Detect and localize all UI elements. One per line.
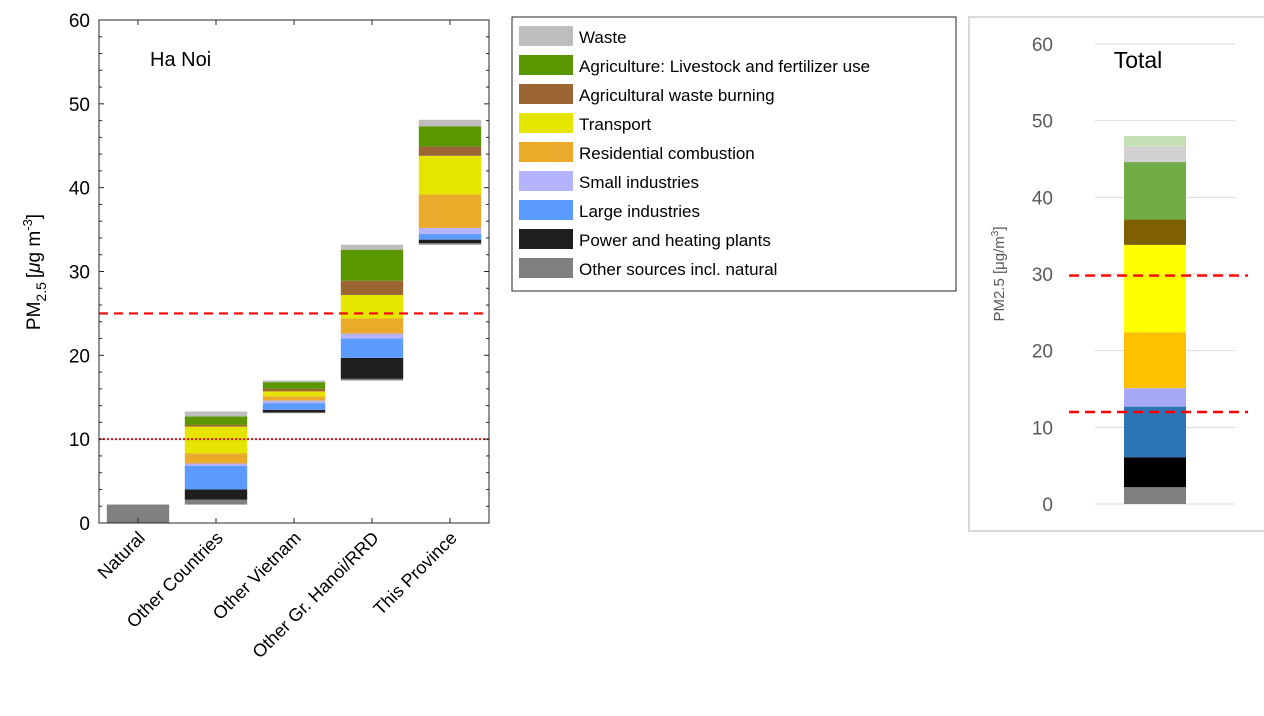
right-y-tick-label: 60 — [1032, 35, 1053, 56]
legend-label-other-sources-incl-natural: Other sources incl. natural — [579, 260, 777, 279]
bar-other-vietnam-small-industries — [262, 400, 326, 404]
right-total-chart: 0 10 20 30 40 50 60 Total PM2.5 [μg/m3] — [968, 16, 1264, 532]
bar-other-gr-hanoi-rrd-residential-combustion — [340, 318, 404, 334]
x-label-natural: Natural — [94, 528, 149, 583]
legend-swatch-other-sources-incl-natural — [519, 258, 573, 278]
left-y-tick-label: 40 — [69, 179, 90, 200]
bar-other-vietnam-other-sources-incl-natural — [262, 412, 326, 414]
legend-label-large-industries: Large industries — [579, 202, 700, 221]
right-y-tick-label: 40 — [1032, 188, 1053, 209]
legend-swatch-residential-combustion — [519, 142, 573, 162]
right-stacked-bar — [1124, 136, 1186, 504]
bar-this-province-large-industries — [418, 233, 482, 240]
bar-other-vietnam-power-and-heating-plants — [262, 409, 326, 413]
bar-this-province-other-sources-incl-natural — [418, 242, 482, 245]
legend-label-small-industries: Small industries — [579, 173, 699, 192]
legend-label-agricultural-waste-burning: Agricultural waste burning — [579, 86, 775, 105]
bar-other-gr-hanoi-rrd-small-industries — [340, 333, 404, 339]
right-bar-waste — [1124, 146, 1186, 163]
bar-other-gr-hanoi-rrd-large-industries — [340, 338, 404, 358]
right-y-axis-label: PM2.5 [μg/m3] — [990, 226, 1008, 321]
bar-other-countries-small-industries — [184, 463, 248, 466]
right-bar-large-industries — [1124, 406, 1186, 458]
bar-other-gr-hanoi-rrd-transport — [340, 294, 404, 319]
legend-swatch-small-industries — [519, 171, 573, 191]
bar-other-gr-hanoi-rrd-agricultural-waste-burning — [340, 280, 404, 295]
bar-other-countries-residential-combustion — [184, 453, 248, 464]
right-bar-power-and-heating-plants — [1124, 457, 1186, 488]
bar-other-vietnam-transport — [262, 391, 326, 397]
x-label-other-gr-hanoi-rrd: Other Gr. Hanoi/RRD — [248, 528, 382, 662]
right-bar-agriculture-livestock-and-fertilizer-use — [1124, 162, 1186, 220]
bar-this-province-power-and-heating-plants — [418, 239, 482, 243]
legend-swatch-large-industries — [519, 200, 573, 220]
right-bar-transport — [1124, 244, 1186, 333]
bar-other-countries-waste — [184, 411, 248, 417]
right-y-tick-label: 0 — [1042, 495, 1053, 516]
right-y-tick-label: 20 — [1032, 342, 1053, 363]
legend-swatch-power-and-heating-plants — [519, 229, 573, 249]
bar-natural-other-sources-incl-natural — [106, 504, 170, 523]
right-bar-residential-combustion — [1124, 332, 1186, 389]
right-bar-other-sources-incl-natural — [1124, 487, 1186, 504]
legend-label-transport: Transport — [579, 115, 651, 134]
right-bar-other — [1124, 136, 1186, 147]
left-y-tick-label: 50 — [69, 95, 90, 116]
bar-this-province-residential-combustion — [418, 194, 482, 228]
legend-swatch-agricultural-waste-burning — [519, 84, 573, 104]
bar-this-province-transport — [418, 155, 482, 195]
bar-other-gr-hanoi-rrd-other-sources-incl-natural — [340, 378, 404, 381]
right-y-tick-label: 50 — [1032, 112, 1053, 133]
right-y-ticks: 0 10 20 30 40 50 60 — [1032, 35, 1053, 516]
right-y-tick-label: 10 — [1032, 418, 1053, 439]
left-y-tick-label: 60 — [69, 11, 90, 32]
right-reference-lines — [1069, 274, 1248, 414]
bar-other-countries-power-and-heating-plants — [184, 489, 248, 500]
left-y-axis-label: PM2.5[μg m-3] — [20, 214, 49, 330]
bar-other-vietnam-waste — [262, 380, 326, 383]
bar-other-gr-hanoi-rrd-power-and-heating-plants — [340, 357, 404, 379]
right-y-tick-label: 30 — [1032, 265, 1053, 286]
bar-this-province-small-industries — [418, 227, 482, 234]
right-chart-title: Total — [1114, 47, 1163, 73]
bar-other-gr-hanoi-rrd-agriculture-livestock-and-fertilizer-use — [340, 249, 404, 281]
legend-label-residential-combustion: Residential combustion — [579, 144, 755, 163]
bar-other-countries-agricultural-waste-burning — [184, 424, 248, 427]
bar-this-province-agriculture-livestock-and-fertilizer-use — [418, 126, 482, 147]
left-y-tick-label: 20 — [69, 346, 90, 367]
legend-swatch-agriculture-livestock-and-fertilizer-use — [519, 55, 573, 75]
bar-this-province-waste — [418, 119, 482, 127]
bar-other-gr-hanoi-rrd-waste — [340, 244, 404, 250]
bar-other-vietnam-large-industries — [262, 403, 326, 410]
legend-label-waste: Waste — [579, 28, 627, 47]
left-chart-annotation: Ha Noi — [150, 49, 211, 71]
bar-other-vietnam-agricultural-waste-burning — [262, 388, 326, 392]
left-y-tick-label: 10 — [69, 430, 90, 451]
legend-label-power-and-heating-plants: Power and heating plants — [579, 231, 771, 250]
left-plot-area — [99, 20, 489, 523]
bar-other-vietnam-agriculture-livestock-and-fertilizer-use — [262, 382, 326, 389]
x-label-this-province: This Province — [370, 528, 461, 619]
legend: Waste Agriculture: Livestock and fertiliz… — [511, 16, 957, 292]
legend-swatch-waste — [519, 26, 573, 46]
bar-other-countries-large-industries — [184, 465, 248, 490]
legend-box — [511, 16, 957, 292]
legend-swatch-transport — [519, 113, 573, 133]
right-bar-small-industries — [1124, 388, 1186, 407]
left-y-tick-label: 30 — [69, 263, 90, 284]
left-y-ticks: 0 10 20 30 40 50 60 — [69, 11, 489, 535]
bar-other-countries-agriculture-livestock-and-fertilizer-use — [184, 416, 248, 425]
left-y-tick-label: 0 — [79, 514, 90, 535]
right-bar-agricultural-waste-burning — [1124, 219, 1186, 245]
legend-label-agriculture-livestock-and-fertilizer-use: Agriculture: Livestock and fertilizer us… — [579, 57, 870, 76]
bar-other-countries-other-sources-incl-natural — [184, 499, 248, 505]
left-reference-lines — [99, 312, 489, 441]
bar-this-province-agricultural-waste-burning — [418, 146, 482, 156]
bar-other-vietnam-residential-combustion — [262, 396, 326, 401]
